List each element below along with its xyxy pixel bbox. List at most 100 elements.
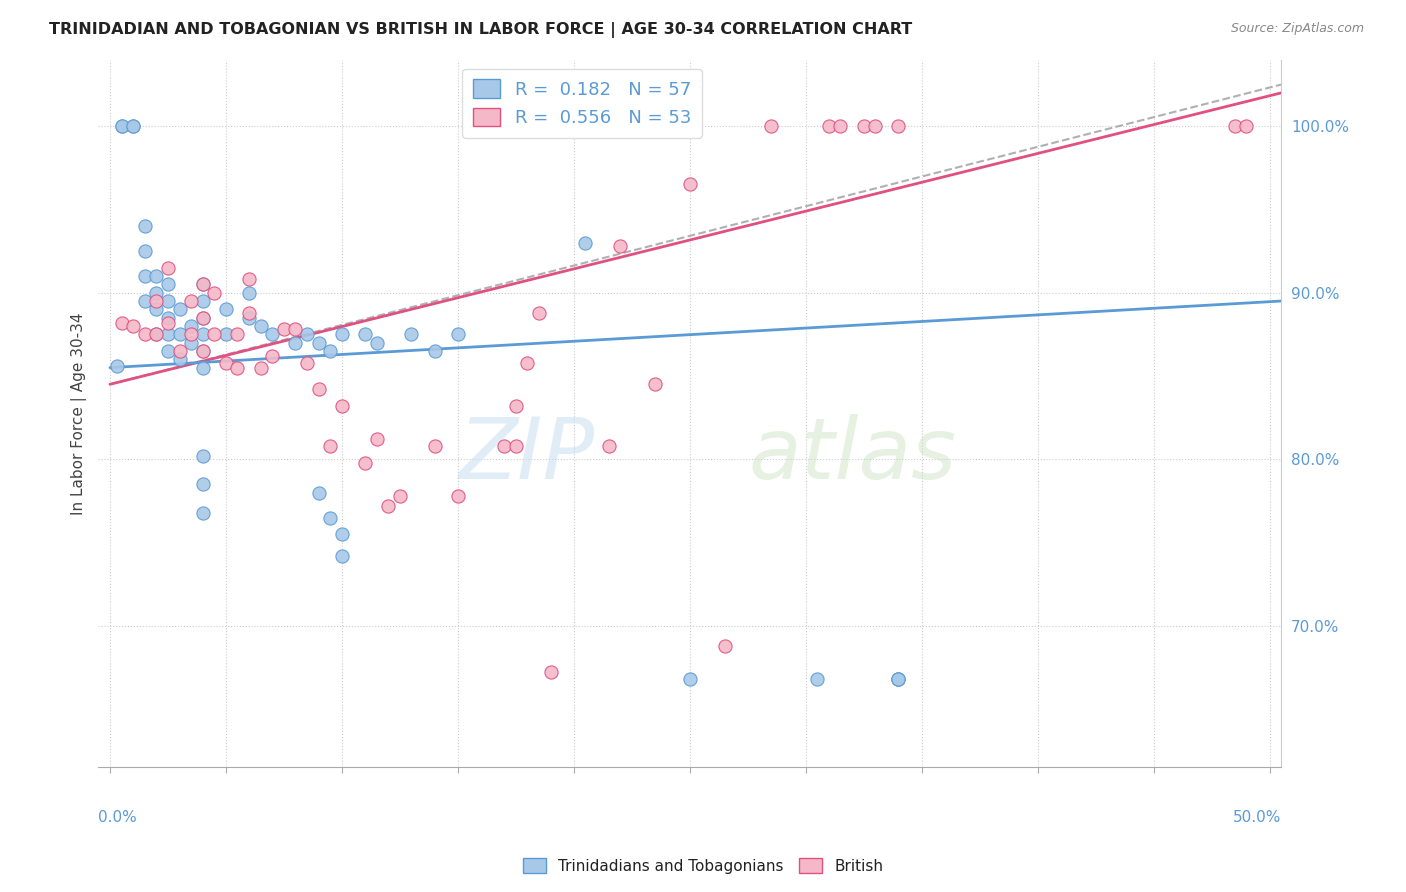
Point xyxy=(284,335,307,350)
Point xyxy=(105,359,128,373)
Point xyxy=(169,302,191,317)
Point xyxy=(134,219,156,233)
Point xyxy=(262,349,284,363)
Point xyxy=(1234,119,1257,133)
Point xyxy=(134,327,156,342)
Point xyxy=(806,672,828,686)
Point xyxy=(215,302,238,317)
Point xyxy=(865,119,887,133)
Point xyxy=(330,327,353,342)
Point xyxy=(249,360,271,375)
Point xyxy=(180,327,202,342)
Point xyxy=(609,239,631,253)
Point xyxy=(202,327,225,342)
Point xyxy=(169,352,191,367)
Point xyxy=(169,343,191,358)
Y-axis label: In Labor Force | Age 30-34: In Labor Force | Age 30-34 xyxy=(72,312,87,515)
Point xyxy=(679,178,702,192)
Point xyxy=(215,327,238,342)
Point xyxy=(366,335,388,350)
Point xyxy=(644,377,666,392)
Point xyxy=(156,343,179,358)
Point xyxy=(145,327,167,342)
Text: 50.0%: 50.0% xyxy=(1233,810,1281,825)
Point xyxy=(319,439,342,453)
Point xyxy=(516,356,538,370)
Point xyxy=(215,356,238,370)
Point xyxy=(887,672,910,686)
Point xyxy=(505,439,527,453)
Point xyxy=(505,399,527,413)
Point xyxy=(145,268,167,283)
Point xyxy=(388,489,411,503)
Point xyxy=(156,260,179,275)
Point xyxy=(191,477,214,491)
Point xyxy=(377,499,399,513)
Point xyxy=(110,119,132,133)
Point xyxy=(284,322,307,336)
Point xyxy=(598,439,620,453)
Point xyxy=(226,327,249,342)
Point xyxy=(122,119,145,133)
Point xyxy=(262,327,284,342)
Point xyxy=(308,382,330,396)
Text: atlas: atlas xyxy=(749,415,957,498)
Point xyxy=(145,302,167,317)
Point xyxy=(308,485,330,500)
Point xyxy=(191,360,214,375)
Point xyxy=(226,360,249,375)
Point xyxy=(110,316,132,330)
Point xyxy=(156,316,179,330)
Point xyxy=(156,277,179,292)
Point xyxy=(180,335,202,350)
Point xyxy=(180,293,202,308)
Point xyxy=(330,399,353,413)
Legend: R =  0.182   N = 57, R =  0.556   N = 53: R = 0.182 N = 57, R = 0.556 N = 53 xyxy=(463,69,702,138)
Point xyxy=(156,293,179,308)
Point xyxy=(145,327,167,342)
Point xyxy=(191,293,214,308)
Point xyxy=(238,306,260,320)
Point xyxy=(122,119,145,133)
Point xyxy=(295,356,318,370)
Point xyxy=(134,244,156,258)
Point xyxy=(330,527,353,541)
Point xyxy=(134,293,156,308)
Point xyxy=(354,327,377,342)
Point xyxy=(202,285,225,300)
Point xyxy=(191,343,214,358)
Point xyxy=(169,327,191,342)
Text: TRINIDADIAN AND TOBAGONIAN VS BRITISH IN LABOR FORCE | AGE 30-34 CORRELATION CHA: TRINIDADIAN AND TOBAGONIAN VS BRITISH IN… xyxy=(49,22,912,38)
Point xyxy=(423,439,446,453)
Point xyxy=(191,449,214,463)
Point xyxy=(191,310,214,325)
Point xyxy=(110,119,132,133)
Point xyxy=(887,119,910,133)
Point xyxy=(540,665,562,680)
Point xyxy=(447,489,470,503)
Point xyxy=(401,327,423,342)
Point xyxy=(156,327,179,342)
Point xyxy=(156,310,179,325)
Point xyxy=(191,277,214,292)
Point xyxy=(330,549,353,563)
Point xyxy=(145,293,167,308)
Point xyxy=(447,327,470,342)
Point xyxy=(713,639,735,653)
Point xyxy=(122,318,145,333)
Legend: Trinidadians and Tobagonians, British: Trinidadians and Tobagonians, British xyxy=(517,852,889,880)
Point xyxy=(191,277,214,292)
Point xyxy=(852,119,875,133)
Point xyxy=(295,327,318,342)
Text: ZIP: ZIP xyxy=(458,415,595,498)
Point xyxy=(354,456,377,470)
Point xyxy=(574,235,596,250)
Point xyxy=(191,506,214,520)
Point xyxy=(238,310,260,325)
Point xyxy=(180,318,202,333)
Point xyxy=(191,310,214,325)
Point xyxy=(134,268,156,283)
Point xyxy=(191,327,214,342)
Point xyxy=(191,343,214,358)
Point xyxy=(145,285,167,300)
